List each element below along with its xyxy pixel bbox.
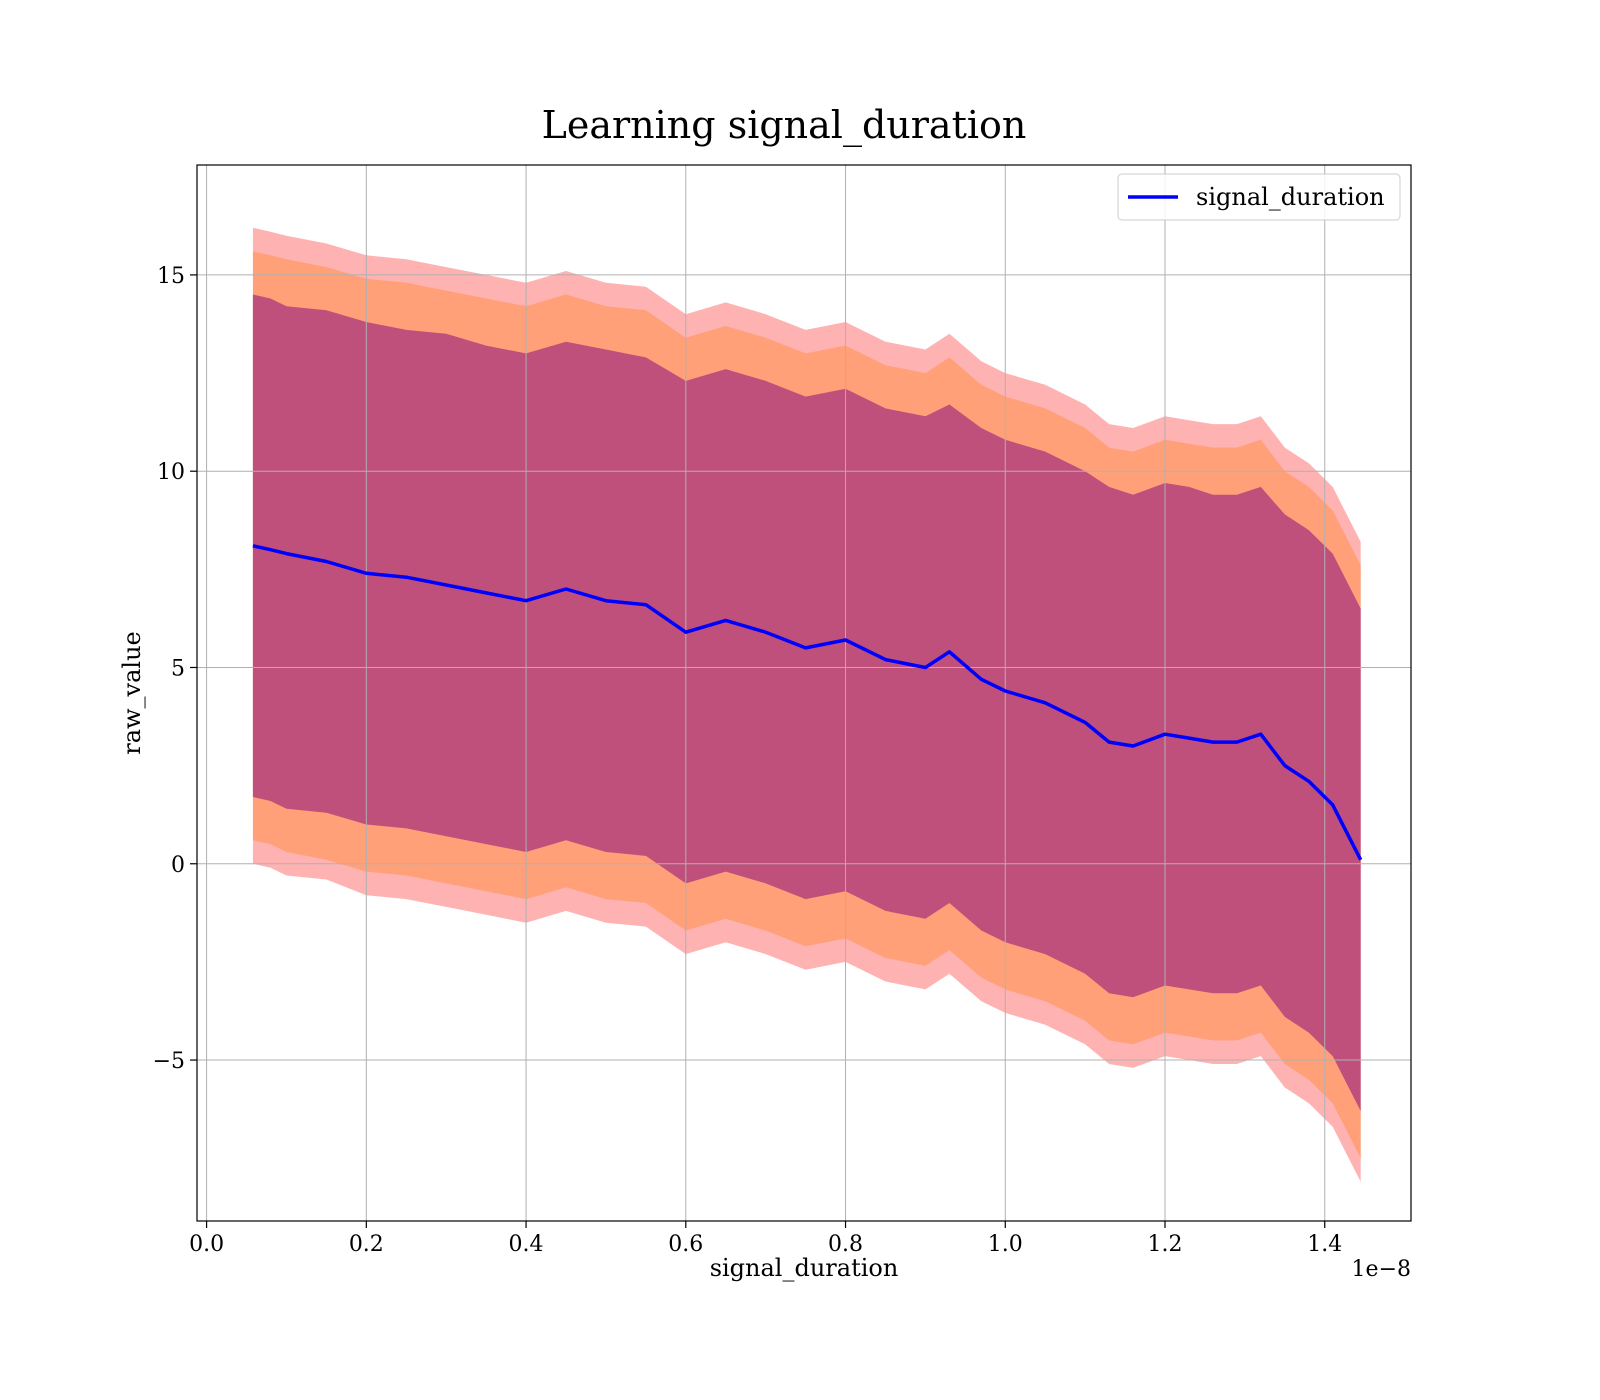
x-tick-label: 0.4 [509, 1232, 544, 1257]
series-lines [252, 544, 1363, 861]
band-inner [252, 294, 1361, 1112]
gridlines [197, 165, 1411, 1221]
y-ticks: −5 0 5 10 15 [153, 264, 197, 1074]
legend-box [1117, 173, 1401, 221]
confidence-bands [252, 227, 1361, 1182]
legend: signal_duration [1117, 173, 1401, 221]
x-tick-label: 1.2 [1148, 1232, 1183, 1257]
x-axis-label: signal_duration [710, 1254, 899, 1282]
x-tick-label: 0.6 [668, 1232, 703, 1257]
plot-frame [196, 164, 1412, 1222]
y-tick-label: −5 [153, 1049, 185, 1074]
y-tick-label: 15 [157, 264, 185, 289]
x-tick-label: 1.4 [1307, 1232, 1342, 1257]
x-tick-label: 0.0 [189, 1232, 224, 1257]
y-axis-label: raw_value [118, 631, 146, 755]
x-tick-label: 1.0 [988, 1232, 1023, 1257]
legend-label-signal-duration: signal_duration [1196, 183, 1385, 211]
chart-title: Learning signal_duration [542, 103, 1027, 148]
x-axis-offset-text: 1e−8 [1352, 1257, 1411, 1282]
x-tick-label: 0.8 [828, 1232, 863, 1257]
x-ticks: 0.0 0.2 0.4 0.6 0.8 1.0 1.2 1.4 [189, 1221, 1342, 1257]
y-tick-label: 5 [171, 656, 185, 681]
x-tick-label: 0.2 [349, 1232, 384, 1257]
y-tick-label: 10 [157, 460, 185, 485]
series-line-signal-duration [252, 544, 1363, 861]
y-tick-label: 0 [171, 853, 185, 878]
